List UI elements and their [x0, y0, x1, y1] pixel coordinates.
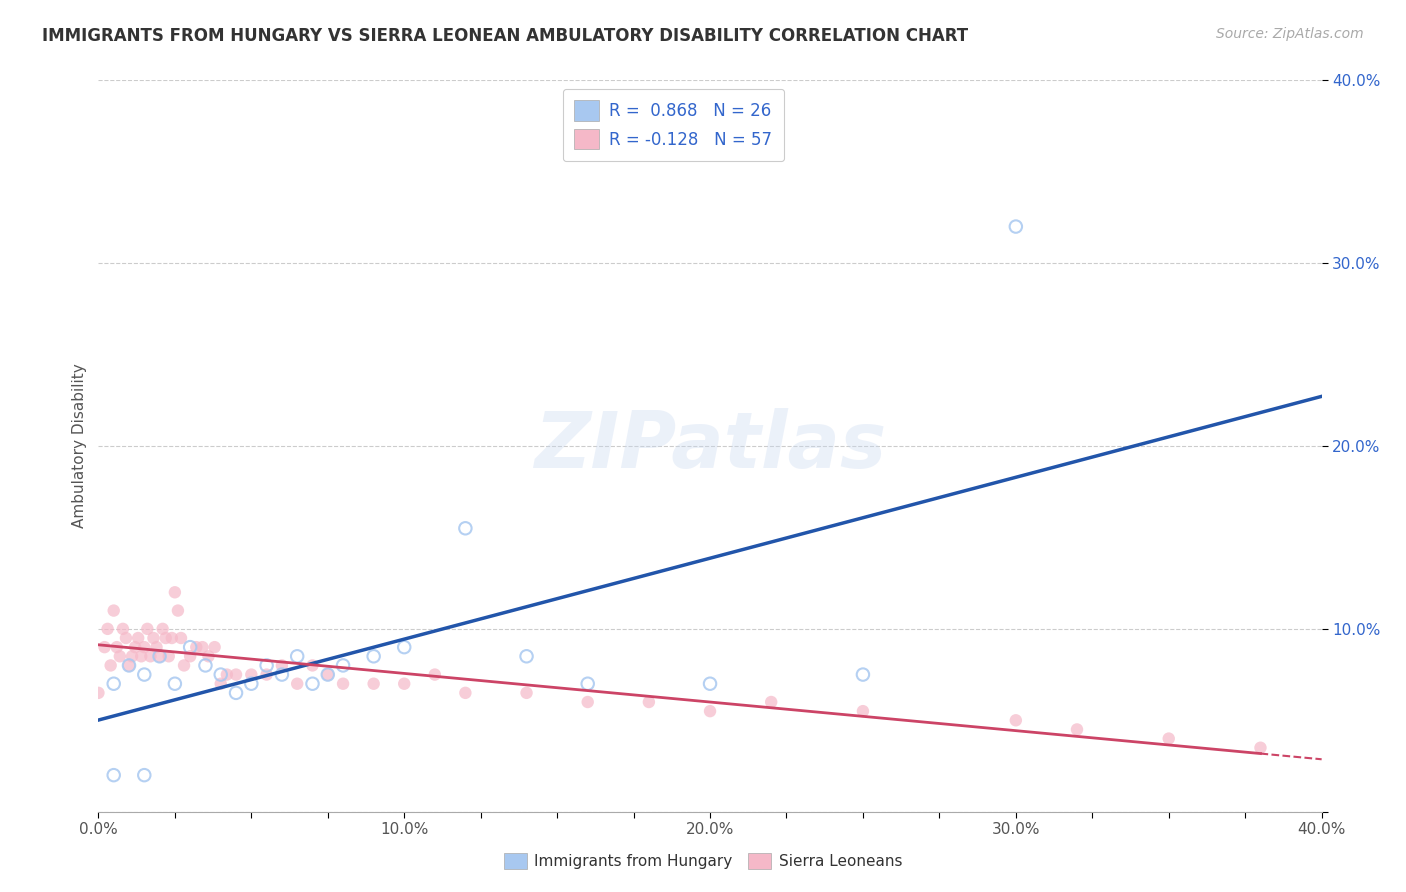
- Point: [516, 649, 538, 664]
- Point: [454, 521, 477, 535]
- Point: [759, 695, 782, 709]
- Point: [134, 640, 156, 655]
- Point: [103, 768, 125, 782]
- Point: [699, 704, 721, 718]
- Point: [97, 622, 120, 636]
- Point: [1066, 723, 1088, 737]
- Point: [1157, 731, 1180, 746]
- Point: [576, 676, 599, 690]
- Point: [852, 667, 875, 681]
- Point: [637, 695, 661, 709]
- Point: [363, 649, 385, 664]
- Point: [103, 603, 125, 617]
- Point: [129, 649, 152, 664]
- Point: [197, 649, 219, 664]
- Legend: R =  0.868   N = 26, R = -0.128   N = 57: R = 0.868 N = 26, R = -0.128 N = 57: [562, 88, 785, 161]
- Point: [118, 658, 141, 673]
- Point: [149, 649, 172, 664]
- Point: [152, 622, 174, 636]
- Point: [115, 631, 138, 645]
- Point: [121, 649, 143, 664]
- Point: [127, 631, 149, 645]
- Point: [270, 658, 292, 673]
- Point: [423, 667, 446, 681]
- Point: [1004, 714, 1026, 728]
- Point: [392, 640, 416, 655]
- Point: [111, 622, 134, 636]
- Text: Source: ZipAtlas.com: Source: ZipAtlas.com: [1216, 27, 1364, 41]
- Text: IMMIGRANTS FROM HUNGARY VS SIERRA LEONEAN AMBULATORY DISABILITY CORRELATION CHAR: IMMIGRANTS FROM HUNGARY VS SIERRA LEONEA…: [42, 27, 969, 45]
- Point: [157, 649, 180, 664]
- Point: [204, 640, 226, 655]
- Point: [576, 695, 599, 709]
- Point: [215, 667, 238, 681]
- Point: [142, 631, 165, 645]
- Point: [145, 640, 167, 655]
- Point: [103, 676, 125, 690]
- Point: [100, 658, 122, 673]
- Point: [167, 603, 190, 617]
- Point: [301, 658, 323, 673]
- Point: [163, 585, 186, 599]
- Point: [179, 640, 201, 655]
- Point: [87, 686, 110, 700]
- Point: [285, 649, 308, 664]
- Point: [93, 640, 115, 655]
- Point: [209, 667, 232, 681]
- Point: [163, 676, 186, 690]
- Point: [134, 768, 156, 782]
- Point: [285, 676, 308, 690]
- Point: [454, 686, 477, 700]
- Point: [316, 667, 339, 681]
- Point: [179, 649, 201, 664]
- Point: [225, 667, 247, 681]
- Point: [852, 704, 875, 718]
- Point: [363, 676, 385, 690]
- Y-axis label: Ambulatory Disability: Ambulatory Disability: [72, 364, 87, 528]
- Point: [134, 667, 156, 681]
- Point: [699, 676, 721, 690]
- Point: [173, 658, 195, 673]
- Point: [332, 658, 354, 673]
- Point: [301, 676, 323, 690]
- Point: [186, 640, 208, 655]
- Point: [516, 686, 538, 700]
- Point: [1249, 740, 1271, 755]
- Point: [149, 649, 172, 664]
- Point: [256, 667, 278, 681]
- Point: [270, 667, 292, 681]
- Point: [105, 640, 128, 655]
- Point: [240, 676, 263, 690]
- Point: [155, 631, 177, 645]
- Point: [209, 676, 232, 690]
- Point: [139, 649, 162, 664]
- Point: [108, 649, 131, 664]
- Point: [118, 658, 141, 673]
- Point: [316, 667, 339, 681]
- Point: [332, 676, 354, 690]
- Point: [136, 622, 159, 636]
- Point: [124, 640, 146, 655]
- Point: [256, 658, 278, 673]
- Point: [1004, 219, 1026, 234]
- Point: [240, 667, 263, 681]
- Text: ZIPatlas: ZIPatlas: [534, 408, 886, 484]
- Legend: Immigrants from Hungary, Sierra Leoneans: Immigrants from Hungary, Sierra Leoneans: [498, 847, 908, 875]
- Point: [392, 676, 416, 690]
- Point: [160, 631, 183, 645]
- Point: [191, 640, 214, 655]
- Point: [225, 686, 247, 700]
- Point: [194, 658, 217, 673]
- Point: [170, 631, 193, 645]
